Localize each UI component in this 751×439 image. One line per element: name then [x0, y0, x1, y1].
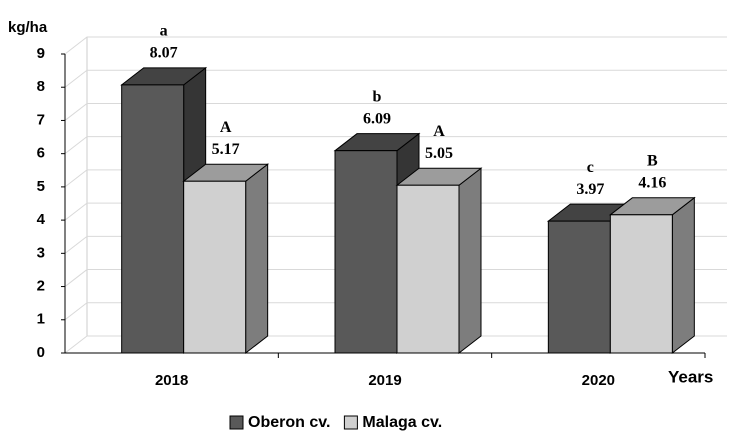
y-tick-label: 6	[37, 145, 45, 162]
y-tick-label: 2	[37, 278, 45, 295]
legend-swatch	[343, 415, 358, 430]
value-label: 8.07	[150, 45, 178, 62]
bar	[121, 84, 185, 354]
value-label: 4.16	[638, 174, 666, 191]
legend-label: Malaga cv.	[362, 414, 442, 431]
x-tick-label: 2020	[582, 372, 615, 389]
y-axis-label: kg/ha	[8, 19, 48, 36]
y-tick-label: 0	[37, 344, 45, 361]
x-axis-label: Years	[668, 367, 713, 386]
annotation: A	[220, 119, 232, 136]
y-tick-label: 7	[37, 111, 45, 128]
bar	[396, 184, 460, 354]
grid-line	[64, 136, 727, 155]
grid-line	[64, 169, 727, 188]
bar	[547, 220, 611, 354]
y-tick-label: 5	[37, 178, 45, 195]
annotation: B	[647, 152, 658, 169]
grid-line	[64, 235, 727, 254]
legend-swatch	[229, 415, 244, 430]
y-tick-label: 1	[37, 311, 45, 328]
grid-line	[64, 102, 727, 121]
bar	[334, 150, 398, 354]
value-label: 3.97	[576, 181, 604, 198]
grid-line	[64, 335, 727, 354]
y-tick-label: 8	[37, 78, 45, 95]
annotation: c	[587, 159, 594, 176]
bar-side	[671, 196, 695, 355]
annotation: a	[160, 23, 168, 40]
annotation: b	[373, 88, 382, 105]
grid-line	[64, 36, 727, 55]
x-tick-label: 2019	[368, 372, 401, 389]
value-label: 5.17	[212, 141, 240, 158]
legend-label: Oberon cv.	[248, 414, 330, 431]
x-tick-label: 2018	[155, 372, 188, 389]
bar-side	[458, 167, 482, 355]
grid-line	[64, 202, 727, 221]
value-label: 5.05	[425, 145, 453, 162]
y-tick-label: 3	[37, 244, 45, 261]
bar-side	[245, 163, 269, 355]
y-tick-label: 9	[37, 45, 45, 62]
y-tick-label: 4	[37, 211, 46, 228]
grid-line	[64, 269, 727, 287]
grid-line	[64, 69, 727, 88]
bar	[609, 214, 673, 354]
value-label: 6.09	[363, 110, 391, 127]
bar	[183, 180, 247, 354]
annotation: A	[433, 123, 445, 140]
grid-line	[64, 302, 727, 321]
